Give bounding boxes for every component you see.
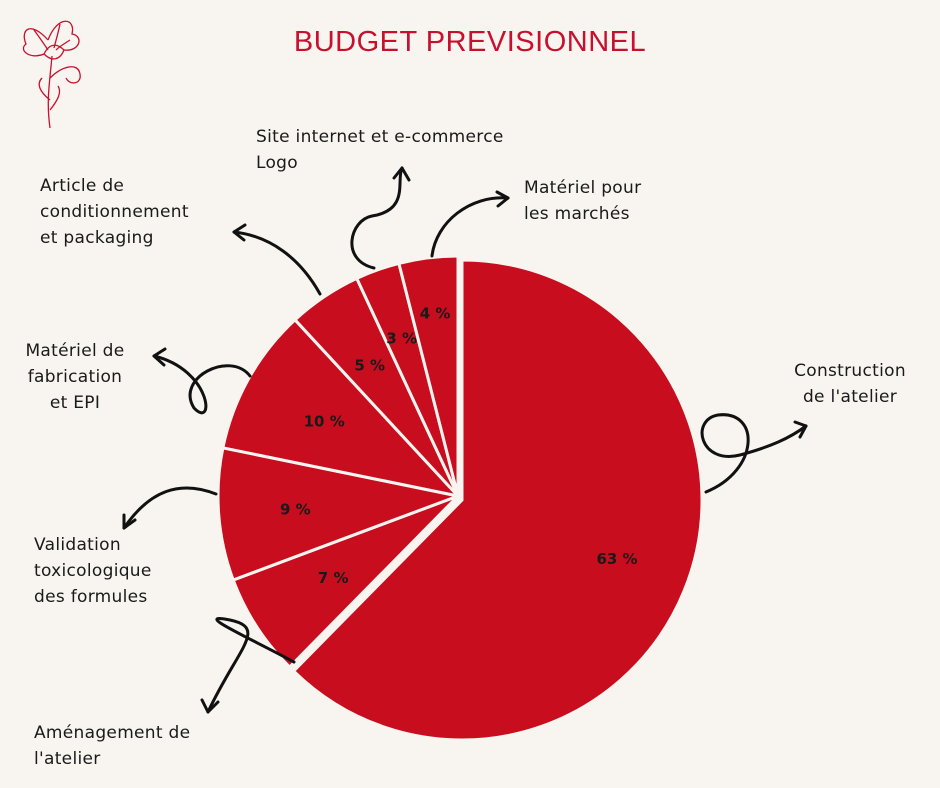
category-label-line: Matériel de	[25, 341, 125, 361]
category-label-materiel-marches: Matériel pour les marchés	[524, 175, 684, 227]
category-label-line: fabrication	[27, 367, 123, 387]
slice-value-label: 63 %	[596, 550, 637, 568]
category-label-materiel-fabrication: Matériel de fabrication et EPI	[10, 338, 140, 416]
arrow-construction-atelier	[700, 413, 808, 494]
arrow-materiel-marches	[430, 190, 510, 258]
category-label-construction-atelier: Construction de l'atelier	[760, 358, 940, 410]
poppy-flower-decoration	[22, 20, 81, 129]
category-label-line: Article de	[40, 176, 125, 196]
category-label-line: Logo	[256, 153, 298, 173]
category-label-line: Site internet et e-commerce	[256, 127, 504, 147]
pie-slice-amenagement-atelier	[231, 494, 460, 670]
chart-title: BUDGET PREVISIONNEL	[293, 26, 647, 58]
pie-slice-materiel-marches	[397, 254, 460, 497]
category-label-amenagement-atelier: Aménagement de l'atelier	[34, 720, 234, 772]
category-label-line: conditionnement	[40, 202, 189, 222]
slice-value-label: 9 %	[280, 501, 311, 519]
category-label-line: des formules	[34, 587, 148, 607]
pie-slice-materiel-fabrication	[221, 317, 463, 499]
category-label-line: et EPI	[49, 393, 101, 413]
slice-value-label: 10 %	[304, 413, 345, 431]
category-label-site-internet: Site internet et e-commerce Logo	[256, 124, 566, 176]
category-label-line: Validation	[34, 535, 121, 555]
category-label-line: Matériel pour	[524, 178, 642, 198]
slice-value-label: 5 %	[354, 356, 385, 374]
arrow-amenagement-atelier	[200, 617, 296, 714]
arrow-site-internet	[350, 166, 411, 270]
category-label-validation-toxicologique: Validation toxicologique des formules	[34, 532, 194, 610]
category-label-line: Construction	[794, 361, 906, 381]
category-label-line: de l'atelier	[802, 387, 898, 407]
pie-slice-validation-toxicologique	[216, 446, 464, 582]
category-label-line: et packaging	[40, 228, 154, 248]
slice-value-label: 4 %	[420, 305, 451, 323]
category-label-line: l'atelier	[34, 749, 101, 769]
pie-slice-construction-atelier	[291, 258, 704, 742]
arrow-materiel-fabrication	[152, 347, 252, 415]
slice-value-label: 7 %	[318, 569, 349, 587]
category-label-article-conditionnement: Article de conditionnement et packaging	[40, 173, 230, 251]
category-label-line: les marchés	[524, 204, 630, 224]
category-label-line: Aménagement de	[34, 723, 191, 743]
arrow-article-conditionnement	[232, 223, 322, 296]
arrow-validation-toxicologique	[122, 486, 218, 530]
category-label-line: toxicologique	[34, 561, 152, 581]
slice-value-label: 3 %	[386, 330, 417, 348]
